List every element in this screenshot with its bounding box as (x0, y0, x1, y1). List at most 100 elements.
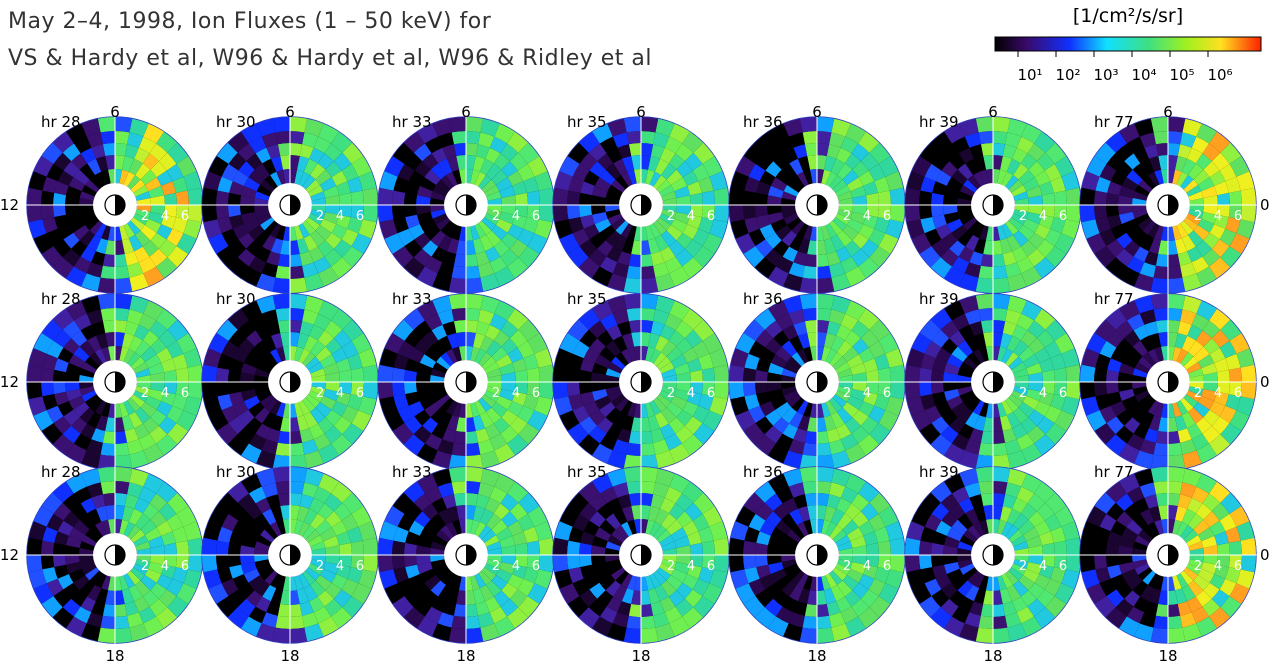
flux-sector (466, 467, 483, 482)
flux-sector (729, 188, 744, 205)
mlt-label: 6 (285, 103, 295, 121)
flux-sector (449, 278, 466, 293)
flux-sector (627, 308, 641, 321)
radial-label: 2 (843, 209, 851, 224)
radial-label: 4 (512, 559, 520, 574)
flux-sector (276, 443, 290, 456)
flux-sector (714, 555, 729, 572)
flux-sector (976, 294, 993, 309)
polar-panel: 246hr 3518 (543, 463, 739, 665)
flux-sector (276, 481, 290, 494)
flux-sector (202, 382, 217, 399)
mlt-label: 18 (807, 647, 826, 665)
flux-sector (993, 294, 1010, 309)
flux-sector (641, 443, 655, 456)
flux-sector (702, 541, 715, 555)
title-line: VS & Hardy et al, W96 & Hardy et al, W96… (8, 46, 652, 71)
flux-sector (378, 188, 393, 205)
radial-label: 6 (181, 386, 189, 401)
flux-sector (1168, 278, 1185, 293)
radial-label: 2 (492, 209, 500, 224)
flux-sector (452, 266, 466, 279)
panel-label: hr 36 (743, 290, 783, 308)
polar-panel: 246hr 7760 (1070, 103, 1270, 297)
radial-label: 6 (1234, 209, 1242, 224)
flux-sector (976, 467, 993, 482)
flux-sector (817, 443, 831, 456)
flux-sector (351, 191, 364, 205)
flux-sector (539, 382, 554, 399)
flux-sector (979, 443, 993, 456)
flux-sector (449, 628, 466, 643)
flux-sector (176, 368, 189, 382)
flux-sector (919, 382, 932, 396)
flux-sector (567, 382, 580, 396)
flux-sector (1054, 191, 1067, 205)
flux-sector (1080, 365, 1095, 382)
radial-label: 6 (1234, 386, 1242, 401)
flux-sector (817, 616, 831, 629)
flux-sector (743, 205, 756, 219)
flux-sector (290, 616, 304, 629)
flux-sector (905, 188, 920, 205)
flux-sector (27, 188, 42, 205)
flux-sector (1154, 266, 1168, 279)
flux-sector (273, 467, 290, 482)
flux-sector (527, 191, 540, 205)
radial-label: 4 (687, 209, 695, 224)
flux-sector (729, 365, 744, 382)
flux-sector (1241, 555, 1256, 572)
colorbar-tick-label: 10¹ (1017, 66, 1042, 84)
flux-sector (627, 131, 641, 144)
flux-sector (890, 365, 905, 382)
radial-label: 6 (1059, 209, 1067, 224)
mlt-label: 0 (1260, 546, 1270, 564)
panel-label: hr 30 (216, 463, 256, 481)
flux-sector (452, 616, 466, 629)
flux-sector (1094, 191, 1107, 205)
flux-sector (800, 278, 817, 293)
flux-sector (188, 205, 203, 222)
flux-sector (803, 616, 817, 629)
flux-sector (641, 266, 655, 279)
flux-sector (290, 266, 304, 279)
mlt-label: 6 (812, 103, 822, 121)
flux-sector (1080, 555, 1095, 572)
panel-label: hr 28 (41, 113, 81, 131)
flux-sector (1168, 616, 1182, 629)
polar-panel: 246hr 33 (368, 290, 564, 474)
flux-sector (1094, 205, 1107, 219)
radial-label: 4 (512, 386, 520, 401)
flux-sector (1229, 368, 1242, 382)
radial-label: 4 (336, 559, 344, 574)
radial-label: 6 (356, 559, 364, 574)
flux-sector (743, 541, 756, 555)
flux-sector (979, 616, 993, 629)
flux-sector (27, 365, 42, 382)
radial-label: 2 (1194, 209, 1202, 224)
flux-sector (800, 628, 817, 643)
flux-sector (624, 628, 641, 643)
flux-sector (351, 368, 364, 382)
polar-panel: 246hr 356 (543, 103, 739, 297)
radial-label: 4 (336, 209, 344, 224)
flux-sector (743, 191, 756, 205)
flux-sector (98, 278, 115, 293)
radial-label: 4 (512, 209, 520, 224)
flux-sector (27, 538, 42, 555)
colorbar-tick-label: 10² (1055, 66, 1080, 84)
radial-label: 2 (141, 209, 149, 224)
flux-sector (1066, 555, 1081, 572)
flux-sector (392, 541, 405, 555)
polar-panel: 246hr 35 (543, 290, 739, 474)
radial-label: 6 (707, 559, 715, 574)
flux-sector (115, 131, 129, 144)
flux-sector (216, 555, 229, 569)
panel-label: hr 30 (216, 290, 256, 308)
polar-panel: 246hr 2812 (0, 290, 213, 474)
radial-label: 2 (1194, 559, 1202, 574)
flux-sector (729, 555, 744, 572)
radial-label: 4 (1039, 386, 1047, 401)
flux-sector (1154, 443, 1168, 456)
flux-sector (202, 188, 217, 205)
